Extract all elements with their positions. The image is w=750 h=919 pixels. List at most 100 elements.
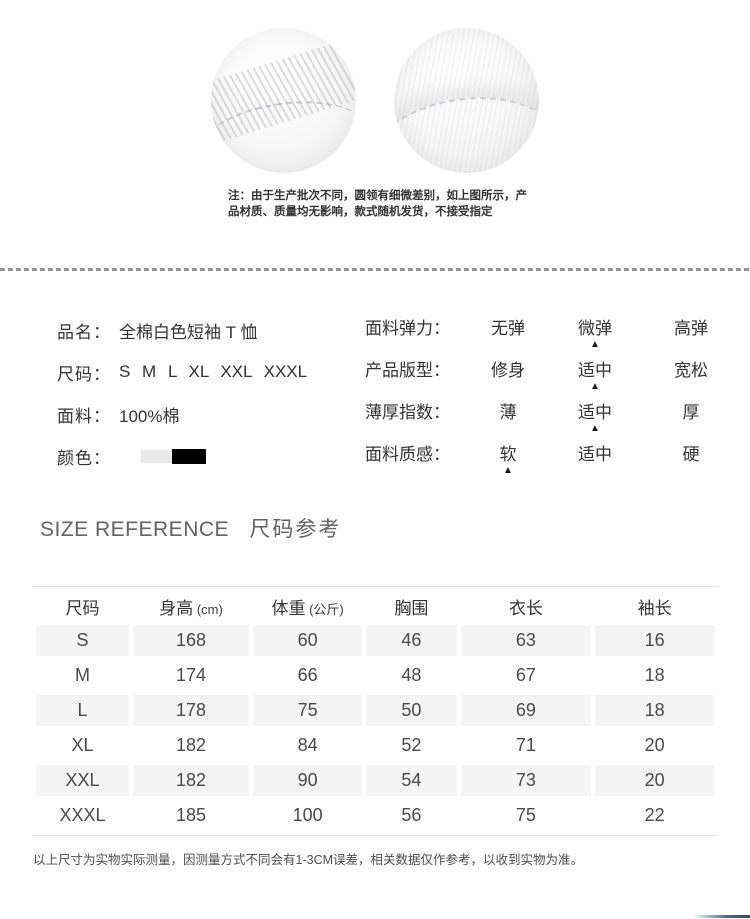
size-cell: S [36, 625, 130, 656]
size-reference-title-zh: 尺码参考 [249, 518, 342, 541]
attr-option: 适中 ▲ [547, 402, 643, 435]
size-cell: XXXL [59, 805, 106, 825]
attr-row-texture: 面料质感： 软 ▲ 适中 硬 [365, 444, 750, 477]
product-sizes-value: S M L XL XXL XXXL [119, 362, 308, 381]
size-table-row: XXXL 185 100 56 75 22 [36, 800, 714, 831]
size-cell: 63 [460, 625, 592, 656]
attr-option: 微弹 ▲ [547, 318, 643, 351]
col-header-height: 身高 (cm) [159, 598, 223, 618]
product-name-row: 品名： 全棉白色短袖 T 恤 [57, 318, 365, 342]
size-cell: 174 [175, 665, 207, 685]
size-cell: 182 [133, 765, 249, 796]
size-cell: 100 [292, 805, 323, 825]
attr-label: 面料弹力： [365, 319, 450, 338]
attr-option-text: 高弹 [674, 319, 708, 338]
attr-label: 面料质感： [365, 445, 450, 464]
col-header-size: 尺码 [65, 598, 100, 618]
size-table-row: L 178 75 50 69 18 [36, 695, 714, 726]
attr-option-text: 软 [499, 445, 517, 464]
attr-option: 修身 [469, 360, 547, 393]
color-swatch-white [141, 449, 172, 463]
size-cell: 90 [252, 765, 363, 796]
attr-label: 产品版型： [365, 361, 450, 380]
attr-option-text: 微弹 [578, 319, 612, 338]
attr-option: 高弹 [643, 318, 739, 351]
size-cell: 178 [133, 695, 249, 726]
size-cell: 182 [175, 735, 207, 755]
attr-option-text: 修身 [491, 361, 525, 380]
attr-option: 薄 [469, 402, 547, 435]
attr-label: 薄厚指数： [365, 403, 450, 422]
size-cell: 16 [595, 625, 714, 656]
size-cell: 52 [401, 735, 422, 755]
size-cell: 71 [515, 735, 536, 755]
size-reference-title-en: SIZE REFERENCE [40, 518, 230, 541]
size-table-row: M 174 66 48 67 18 [36, 660, 714, 691]
product-attribute-scales: 面料弹力： 无弹 微弹 ▲ 高弹 产品版型： 修身 [365, 318, 750, 486]
size-table-row: XXL 182 90 54 73 20 [36, 765, 714, 796]
attr-option-text: 适中 [578, 403, 612, 422]
measurement-disclaimer: 以上尺寸为实物实际测量，因测量方式不同会有1-3CM误差，相关数据仅作参考，以收… [33, 853, 584, 867]
size-cell: 20 [595, 765, 714, 796]
product-basic-info: 品名： 全棉白色短袖 T 恤 尺码： S M L XL XXL XXXL 面料：… [57, 318, 365, 486]
size-cell: 18 [595, 695, 714, 726]
product-color-label: 颜色： [57, 448, 111, 468]
attr-option: 适中 ▲ [547, 360, 643, 393]
size-table-header-row: 尺码 身高 (cm) 体重 (公斤) 胸围 衣长 袖长 [36, 591, 714, 621]
size-cell: 22 [644, 805, 665, 825]
attr-option-text: 适中 [578, 445, 612, 464]
product-sizes-label: 尺码： [57, 364, 111, 384]
fabric-detail-photos [0, 0, 750, 173]
size-cell: 20 [644, 735, 665, 755]
size-cell: XL [71, 735, 94, 755]
size-cell: XXL [36, 765, 130, 796]
size-cell: 73 [460, 765, 592, 796]
col-header-garment-length: 衣长 [508, 598, 543, 618]
fabric-detail-photo-ribbed-collar [211, 28, 356, 173]
attr-option: 厚 [643, 402, 739, 435]
attr-row-elasticity: 面料弹力： 无弹 微弹 ▲ 高弹 [365, 318, 750, 351]
size-cell: L [36, 695, 130, 726]
size-cell: 168 [133, 625, 249, 656]
size-cell: 84 [297, 735, 318, 755]
selected-marker-icon: ▲ [590, 381, 600, 392]
product-fabric-value: 100%棉 [119, 406, 180, 426]
product-sizes-row: 尺码： S M L XL XXL XXXL [57, 360, 365, 384]
size-cell: 75 [252, 695, 363, 726]
attr-option-text: 无弹 [491, 319, 525, 338]
fabric-detail-photo-smooth-collar [394, 28, 539, 173]
dashed-divider [0, 268, 750, 271]
size-table: 尺码 身高 (cm) 体重 (公斤) 胸围 衣长 袖长 S 168 60 46 … [32, 587, 718, 835]
attr-row-fit: 产品版型： 修身 适中 ▲ 宽松 [365, 360, 750, 393]
selected-marker-icon: ▲ [590, 339, 600, 350]
attr-option-text: 硬 [682, 445, 700, 464]
attr-option: 适中 [547, 444, 643, 477]
size-table-row: S 168 60 46 63 16 [36, 625, 714, 656]
col-header-chest: 胸围 [394, 598, 429, 618]
attr-option: 无弹 [469, 318, 547, 351]
size-cell: 56 [401, 805, 422, 825]
product-color-row: 颜色： [57, 444, 365, 468]
product-name-value: 全棉白色短袖 T 恤 [119, 322, 258, 342]
color-swatches [141, 448, 206, 464]
attr-option-text: 薄 [499, 403, 517, 422]
attr-option: 软 ▲ [469, 444, 547, 477]
size-cell: 60 [252, 625, 363, 656]
attr-row-thickness: 薄厚指数： 薄 适中 ▲ 厚 [365, 402, 750, 435]
product-info-section: 品名： 全棉白色短袖 T 恤 尺码： S M L XL XXL XXXL 面料：… [0, 318, 750, 486]
size-cell: M [75, 665, 91, 685]
size-cell: 69 [460, 695, 592, 726]
size-cell: 54 [366, 765, 457, 796]
attr-option-text: 适中 [578, 361, 612, 380]
product-fabric-label: 面料： [57, 406, 111, 426]
batch-variation-note: 注：由于生产批次不同，圆领有细微差别，如上图所示，产品材质、质量均无影响，款式随… [228, 190, 527, 218]
attr-option: 硬 [643, 444, 739, 477]
col-header-weight: 体重 (公斤) [271, 598, 344, 618]
size-cell: 67 [515, 665, 536, 685]
size-table-row: XL 182 84 52 71 20 [36, 730, 714, 761]
size-cell: 48 [401, 665, 422, 685]
size-cell: 18 [644, 665, 665, 685]
color-swatch-black [172, 448, 206, 464]
col-header-sleeve-length: 袖长 [637, 598, 672, 618]
product-name-label: 品名： [57, 322, 111, 342]
